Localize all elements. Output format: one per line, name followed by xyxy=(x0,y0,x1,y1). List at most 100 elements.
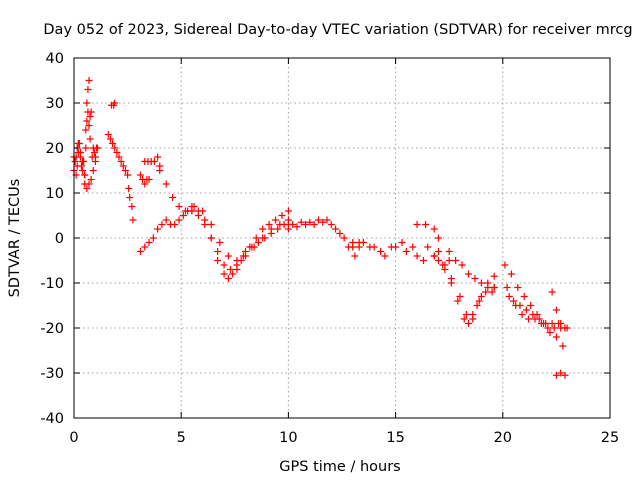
data-point xyxy=(82,126,90,134)
data-point xyxy=(452,257,460,264)
data-point xyxy=(111,144,119,152)
data-point xyxy=(520,293,528,300)
data-point xyxy=(156,167,164,174)
data-point xyxy=(145,176,153,183)
data-point xyxy=(86,113,94,120)
data-point xyxy=(136,171,144,179)
data-point xyxy=(252,234,260,242)
data-point xyxy=(276,221,284,228)
data-point xyxy=(79,158,87,165)
data-point xyxy=(278,212,286,219)
data-point xyxy=(89,167,97,174)
data-point xyxy=(413,221,421,228)
data-point xyxy=(349,243,357,251)
series-rise-3.1-5.5 xyxy=(136,203,196,255)
data-point xyxy=(434,257,442,264)
data-point xyxy=(430,252,438,260)
data-point xyxy=(462,311,470,318)
data-point xyxy=(559,342,567,350)
data-point xyxy=(340,234,348,242)
data-point xyxy=(552,333,560,341)
data-point xyxy=(119,162,127,170)
data-point xyxy=(267,225,275,233)
data-point xyxy=(471,275,479,282)
data-point xyxy=(76,149,84,156)
data-point xyxy=(136,248,144,255)
data-point xyxy=(434,234,442,242)
data-point xyxy=(293,223,301,231)
data-point xyxy=(259,234,267,242)
data-point xyxy=(527,302,535,309)
data-point xyxy=(537,320,545,327)
data-point xyxy=(179,212,187,219)
data-point xyxy=(90,149,98,156)
data-point xyxy=(128,203,136,210)
data-point xyxy=(150,158,158,165)
data-point xyxy=(284,216,292,224)
data-point xyxy=(175,203,183,210)
data-point xyxy=(477,279,485,287)
x-tick-label: 15 xyxy=(386,430,404,446)
data-point xyxy=(546,329,554,336)
data-point xyxy=(552,306,560,314)
data-point xyxy=(224,275,232,282)
data-point xyxy=(106,135,114,143)
data-point xyxy=(265,221,273,228)
data-point xyxy=(355,239,363,246)
data-point xyxy=(525,315,533,323)
data-point xyxy=(171,221,179,228)
data-point xyxy=(409,243,417,251)
data-point xyxy=(272,216,280,224)
data-marks xyxy=(70,77,571,379)
data-point xyxy=(259,225,267,233)
data-point xyxy=(366,243,374,251)
data-point xyxy=(149,234,157,242)
x-tick-label: 0 xyxy=(69,430,78,446)
data-point xyxy=(458,261,466,269)
data-point xyxy=(87,176,95,183)
data-point xyxy=(557,320,565,327)
grid xyxy=(74,58,610,418)
data-point xyxy=(158,221,166,228)
data-point xyxy=(490,284,498,291)
data-point xyxy=(216,239,224,246)
data-point xyxy=(111,99,119,107)
data-point xyxy=(169,194,177,201)
data-point xyxy=(141,180,149,188)
data-point xyxy=(505,293,513,300)
data-point xyxy=(175,216,183,224)
data-point xyxy=(229,270,237,278)
x-axis-label: GPS time / hours xyxy=(279,459,400,475)
data-point xyxy=(377,248,385,255)
series-rise-17.5-19.5 xyxy=(445,248,498,291)
data-point xyxy=(85,122,93,129)
data-point xyxy=(387,243,395,251)
data-point xyxy=(289,221,297,228)
data-point xyxy=(227,266,235,273)
series-late-descent-a xyxy=(501,261,567,350)
data-point xyxy=(81,171,89,179)
data-point xyxy=(86,135,94,143)
data-point xyxy=(419,257,427,264)
y-tick-label: 40 xyxy=(46,51,64,67)
data-point xyxy=(141,243,149,251)
data-point xyxy=(332,225,340,233)
data-point xyxy=(548,320,556,327)
data-point xyxy=(302,221,310,228)
data-point xyxy=(74,140,82,147)
data-point xyxy=(113,149,121,156)
y-tick-label: -20 xyxy=(40,321,64,337)
y-tick-label: -30 xyxy=(40,366,64,382)
data-point xyxy=(83,185,91,192)
data-point xyxy=(190,203,198,210)
data-point xyxy=(87,108,95,116)
data-point xyxy=(314,216,322,224)
x-tick-label: 5 xyxy=(177,430,186,446)
y-tick-label: 0 xyxy=(55,231,64,247)
data-point xyxy=(162,180,170,188)
data-point xyxy=(475,297,483,305)
y-tick-label: -40 xyxy=(40,411,64,427)
data-point xyxy=(439,261,447,269)
data-point xyxy=(250,243,258,251)
